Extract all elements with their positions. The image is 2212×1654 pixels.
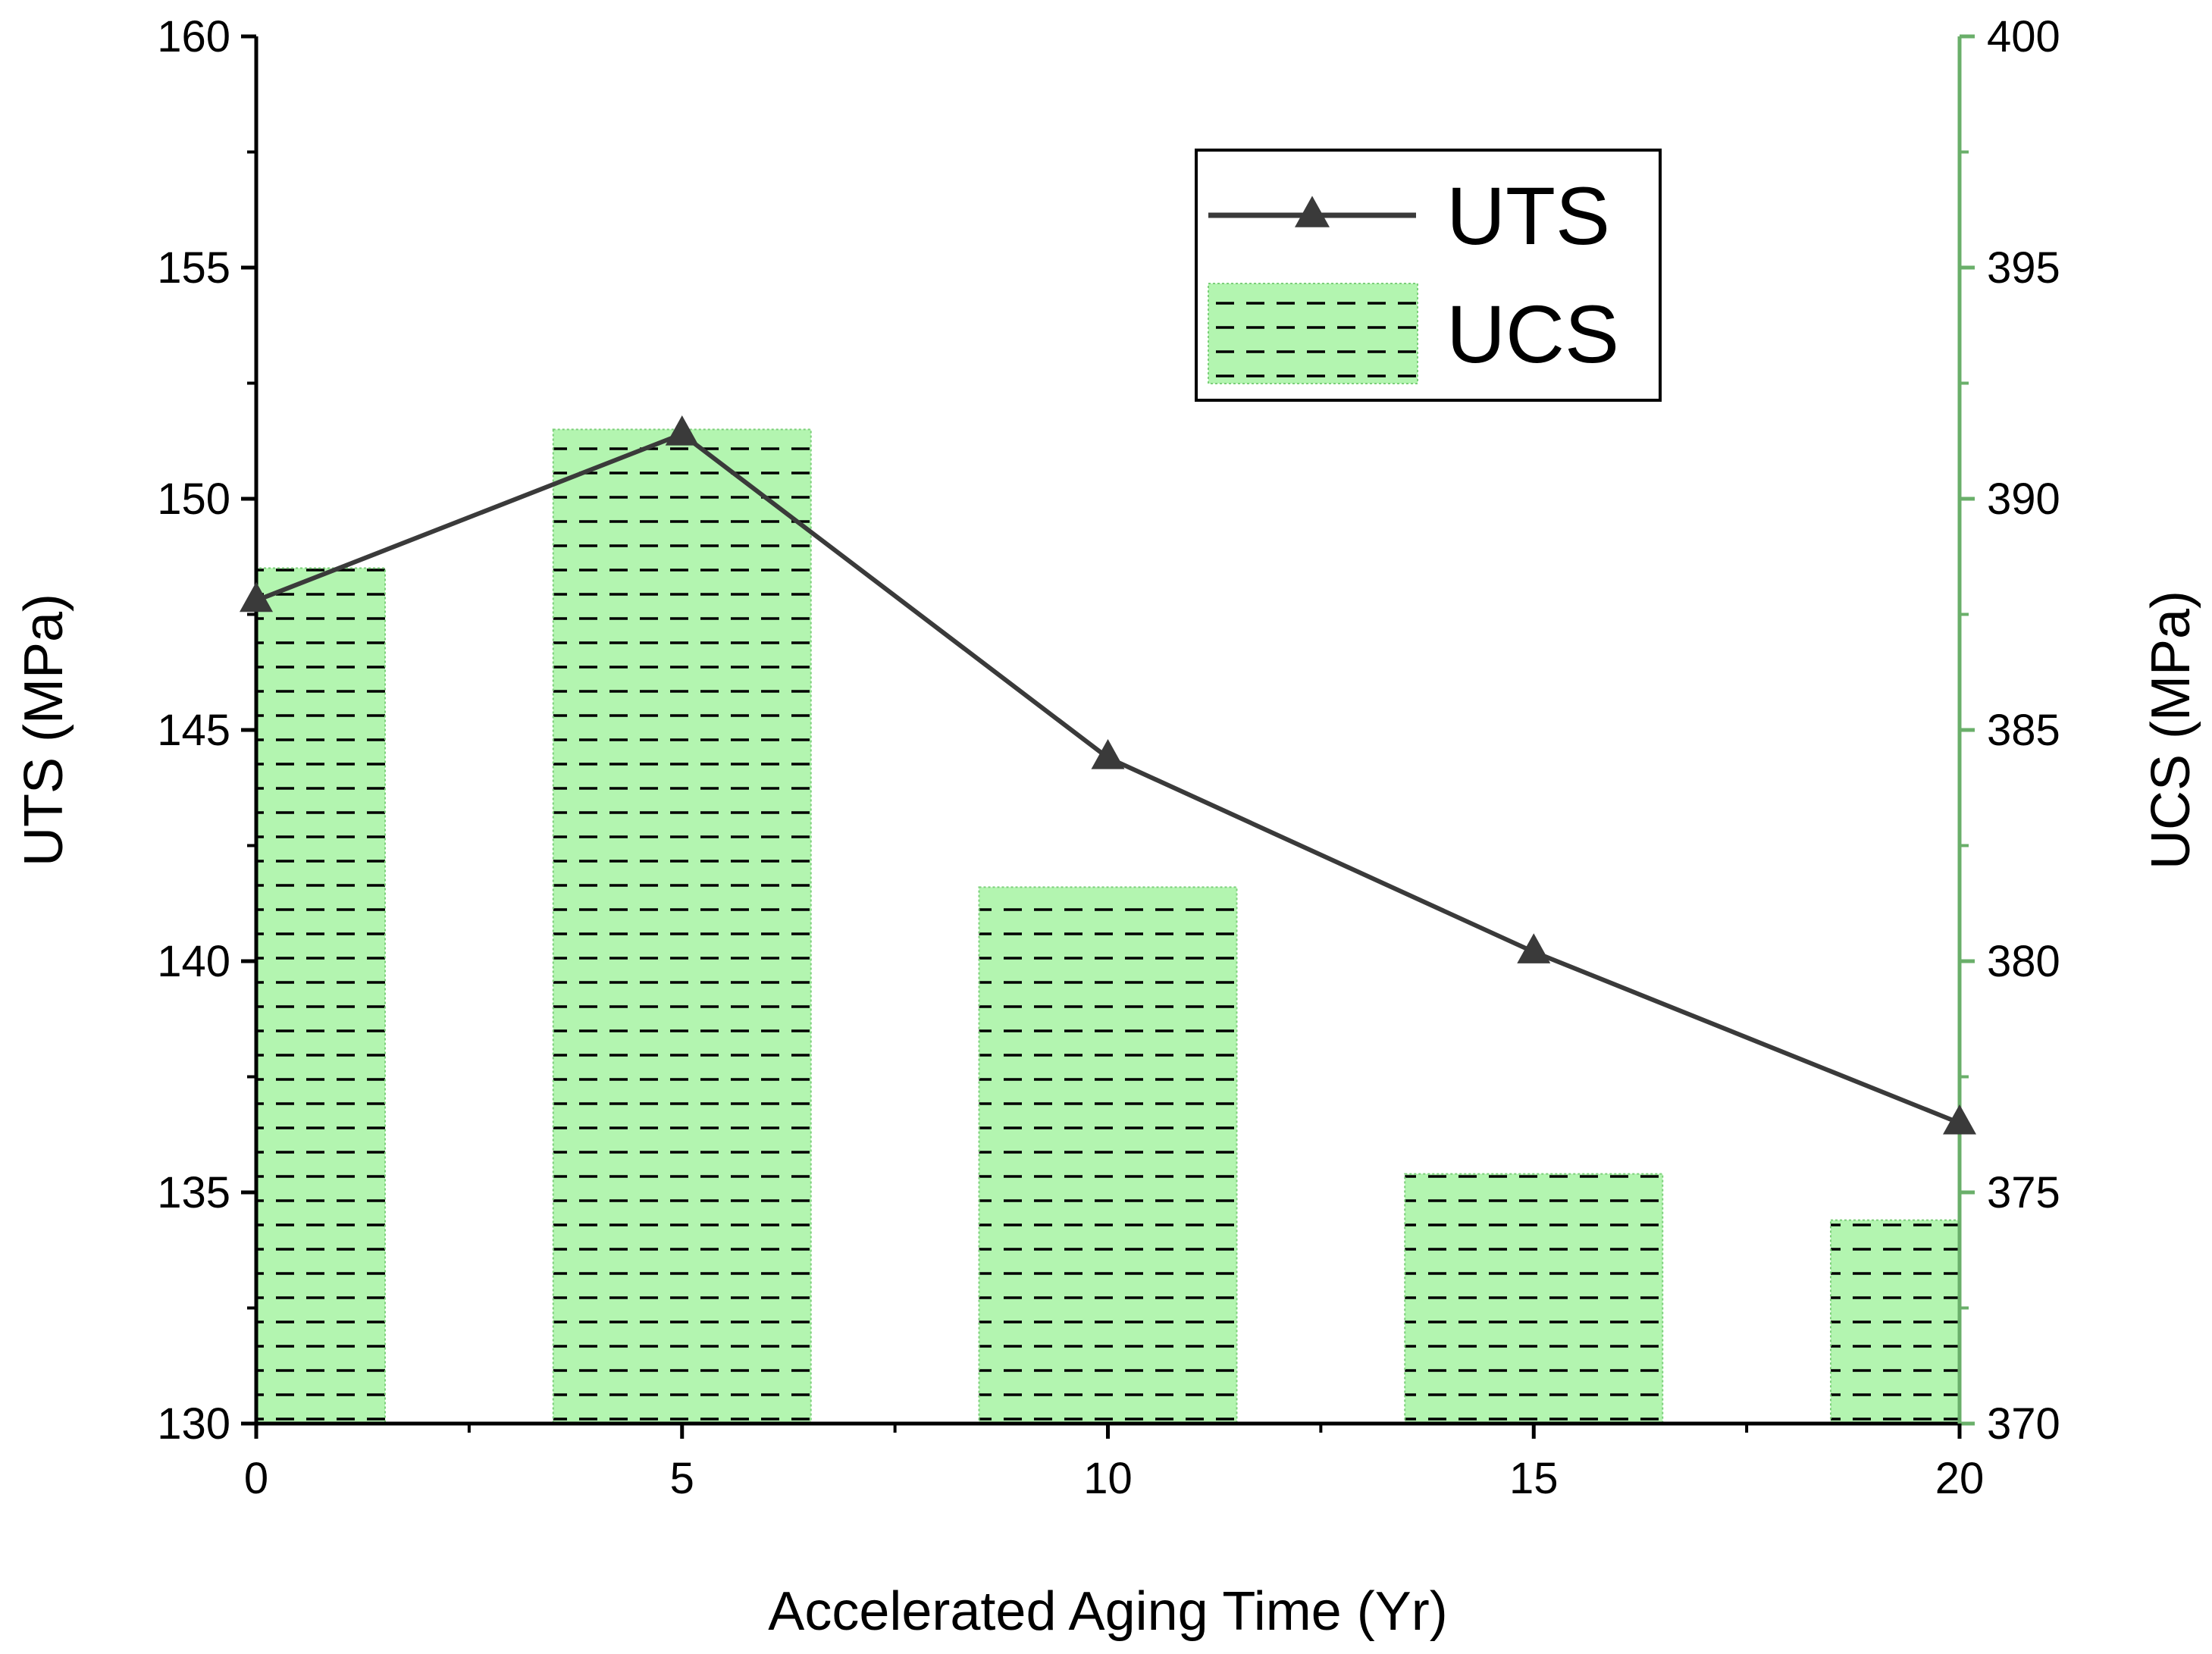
bars-layer <box>256 428 1960 1424</box>
x-axis-title: Accelerated Aging Time (Yr) <box>768 1581 1447 1642</box>
y2-tick-label: 375 <box>1987 1168 2060 1217</box>
ucs-bar <box>1404 1173 1664 1424</box>
uts-point <box>1943 1104 1976 1135</box>
uts-line-layer <box>240 415 1976 1135</box>
y2-axis-title: UCS (MPa) <box>2141 590 2201 869</box>
y-tick-label: 155 <box>157 243 230 293</box>
y-tick-label: 145 <box>157 706 230 755</box>
x-tick-label: 5 <box>670 1454 694 1503</box>
y2-tick-label: 390 <box>1987 475 2060 524</box>
legend-uts-marker <box>1295 196 1330 227</box>
x-tick-label: 0 <box>244 1454 268 1503</box>
y-tick-label: 130 <box>157 1399 230 1449</box>
legend-ucs-label: UCS <box>1446 288 1619 380</box>
ucs-bar <box>552 428 812 1424</box>
y2-tick-label: 400 <box>1987 12 2060 61</box>
y2-tick-label: 395 <box>1987 243 2060 293</box>
y-tick-label: 160 <box>157 12 230 61</box>
x-tick-label: 10 <box>1083 1454 1133 1503</box>
uts-point <box>1091 739 1125 769</box>
y-tick-label: 150 <box>157 475 230 524</box>
legend-uts-label: UTS <box>1446 170 1610 262</box>
y-tick-label: 135 <box>157 1168 230 1217</box>
y2-tick-label: 370 <box>1987 1399 2060 1449</box>
uts-point <box>1517 933 1551 963</box>
y-axis-title: UTS (MPa) <box>14 594 74 866</box>
y-tick-label: 140 <box>157 937 230 986</box>
y2-tick-label: 385 <box>1987 706 2060 755</box>
ucs-bar <box>978 886 1238 1424</box>
legend-ucs-swatch <box>1208 283 1418 384</box>
x-tick-label: 20 <box>1935 1454 1985 1503</box>
uts-point <box>240 581 273 612</box>
uts-point <box>665 415 699 446</box>
legend: UTS UCS <box>1195 149 1662 402</box>
x-tick-label: 15 <box>1509 1454 1559 1503</box>
ucs-bar <box>256 567 386 1424</box>
ucs-bar <box>1830 1219 1960 1424</box>
y2-tick-label: 380 <box>1987 937 2060 986</box>
axes-layer: 1301351401451501551603703753803853903954… <box>14 12 2201 1642</box>
